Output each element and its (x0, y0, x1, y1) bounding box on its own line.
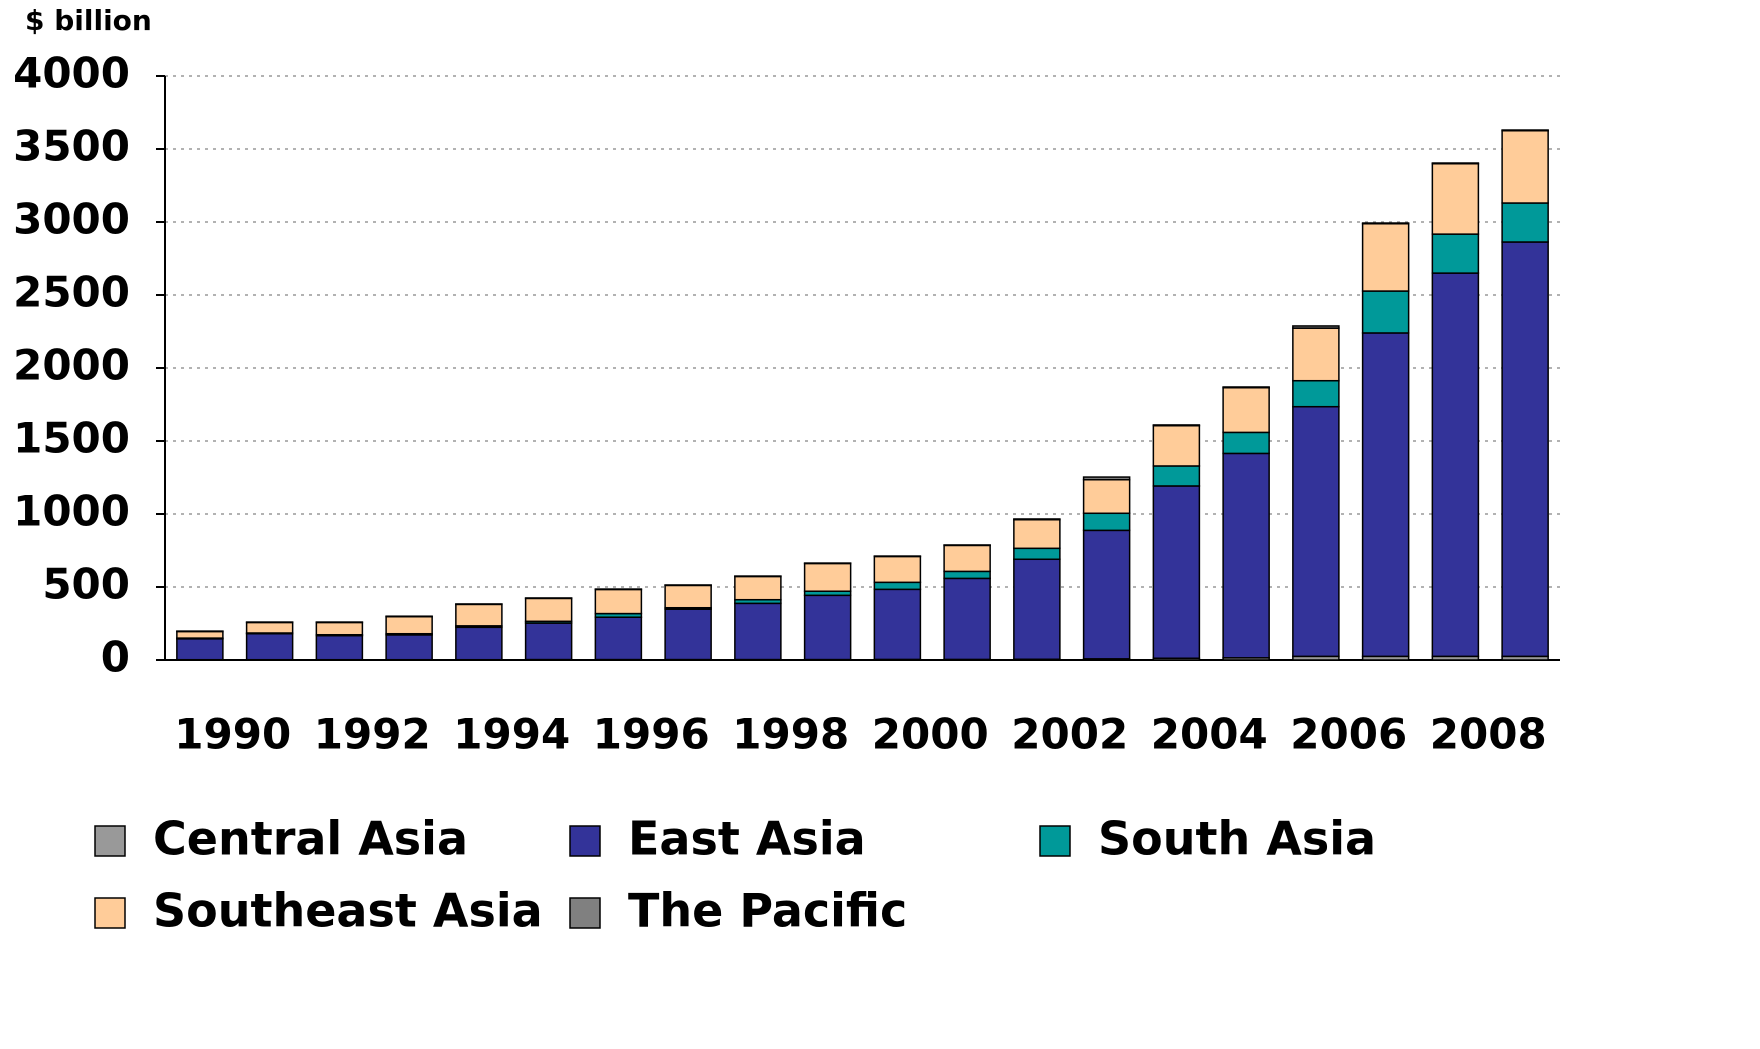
bar-segment (1152, 465, 1201, 487)
bar-segment (315, 621, 364, 636)
bar-segment (1222, 386, 1270, 389)
y-tick-label: 500 (42, 560, 130, 609)
x-tick-label: 1996 (593, 710, 710, 759)
bar-segment (664, 608, 712, 661)
bar-segment (594, 616, 643, 661)
bar-segment (1013, 547, 1061, 561)
bar-segment (943, 570, 991, 580)
bar-segment (803, 562, 852, 592)
y-tick-label: 1500 (13, 414, 130, 463)
bar-segment (1361, 332, 1410, 658)
bar-segment (1082, 476, 1131, 481)
y-tick-label: 2000 (13, 341, 130, 390)
x-tick-label: 2000 (872, 710, 989, 759)
y-tick-label: 4000 (13, 49, 130, 98)
bar-segment (1082, 529, 1131, 660)
bar-segment (803, 594, 852, 661)
bar-segment (943, 544, 991, 573)
bar-segment (1222, 386, 1270, 434)
bar-segment (664, 584, 712, 609)
bar-segment (943, 577, 991, 661)
bar-segment (1501, 202, 1549, 243)
bar-segment (1361, 222, 1410, 225)
x-tick-label: 2006 (1290, 710, 1407, 759)
bar-segment (1292, 325, 1340, 329)
bar-segment (245, 621, 294, 634)
bar-segment (1501, 130, 1549, 204)
bar-segment (455, 603, 503, 627)
bar-segment (1292, 405, 1340, 658)
bar-segment (1222, 452, 1270, 659)
legend-swatch (569, 897, 601, 929)
legend-swatch (1039, 825, 1071, 857)
y-tick-label: 3000 (13, 195, 130, 244)
bar-segment (1292, 379, 1340, 408)
x-tick-label: 1992 (314, 710, 431, 759)
y-tick-label: 1000 (13, 487, 130, 536)
bar-segment (1152, 424, 1201, 467)
legend-label: East Asia (628, 812, 866, 866)
y-axis-label: $ billion (25, 4, 152, 37)
bar-segment (873, 581, 922, 591)
bar-segment (1501, 129, 1549, 132)
bar-segment (1013, 518, 1061, 521)
y-tick-label: 2500 (13, 268, 130, 317)
bar-segment (385, 634, 433, 661)
bar-segment (1013, 518, 1061, 550)
bar-segment (1082, 512, 1131, 532)
legend-label: Central Asia (153, 812, 468, 866)
bar-segment (315, 634, 364, 661)
x-tick-label: 2002 (1011, 710, 1128, 759)
bar-segment (1152, 485, 1201, 659)
bar-segment (176, 638, 224, 661)
x-tick-label: 2008 (1430, 710, 1547, 759)
bar-segment (455, 626, 503, 661)
y-tick-label: 3500 (13, 122, 130, 171)
x-tick-label: 1990 (174, 710, 291, 759)
bar-segment (1431, 233, 1480, 274)
bar-segment (1082, 478, 1131, 515)
bar-segment (524, 597, 573, 623)
bar-segment (1152, 424, 1201, 427)
bar-segment (1361, 290, 1410, 334)
x-tick-label: 1994 (453, 710, 570, 759)
bar-segment (734, 602, 782, 661)
bar-segment (245, 632, 294, 661)
bar-segment (1501, 241, 1549, 658)
bar-segment (873, 555, 922, 584)
legend-label: The Pacific (628, 884, 907, 938)
x-tick-label: 2004 (1151, 710, 1268, 759)
legend-label: South Asia (1098, 812, 1376, 866)
bar-segment (1431, 162, 1480, 165)
bar-segment (1292, 327, 1340, 382)
bar-segment (1013, 558, 1061, 661)
legend-swatch (569, 825, 601, 857)
x-tick-label: 1998 (732, 710, 849, 759)
legend-label: Southeast Asia (153, 884, 543, 938)
y-tick-label: 0 (101, 633, 130, 682)
bar-segment (524, 622, 573, 661)
legend-swatch (94, 897, 126, 929)
bar-segment (873, 588, 922, 661)
bar-segment (385, 615, 433, 635)
bar-segment (1431, 162, 1480, 235)
bar-segment (1361, 223, 1410, 292)
legend-swatch (94, 825, 126, 857)
bar-segment (1222, 431, 1270, 455)
bar-segment (594, 588, 643, 615)
bar-segment (176, 630, 224, 639)
bar-segment (734, 575, 782, 601)
bar-segment (1431, 272, 1480, 658)
